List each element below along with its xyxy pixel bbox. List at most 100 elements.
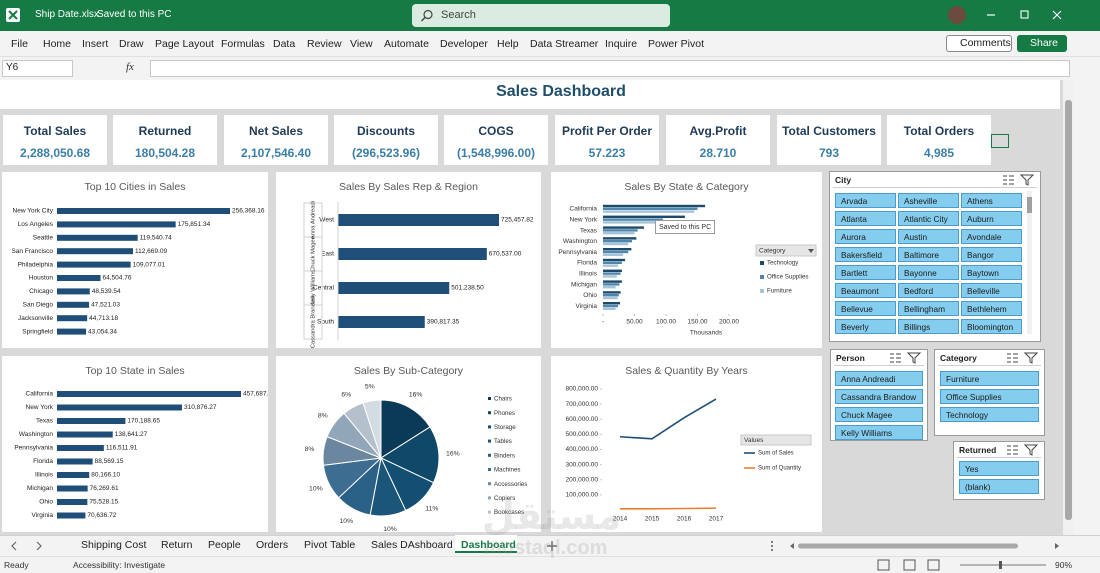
slicer-item[interactable]: Cassandra Brandow <box>835 389 923 404</box>
close[interactable] <box>1052 10 1062 20</box>
zoom-thumb[interactable] <box>999 561 1002 569</box>
slicer-item[interactable]: Baytown <box>961 265 1022 280</box>
slicer-item[interactable]: Technology <box>940 407 1039 422</box>
menu-tab[interactable]: Power Pivot <box>648 38 705 50</box>
search-box[interactable] <box>412 4 670 27</box>
name-box[interactable] <box>2 60 73 77</box>
plus[interactable] <box>547 541 557 551</box>
multi-select[interactable] <box>1007 353 1018 363</box>
menu-tab[interactable]: Automate <box>384 38 429 50</box>
clear-filter[interactable] <box>1023 444 1039 456</box>
menu-tab[interactable]: Formulas <box>221 38 265 50</box>
scroll-right[interactable] <box>1055 543 1059 549</box>
comments-button[interactable] <box>946 35 1012 52</box>
normal-view[interactable] <box>877 559 890 571</box>
name-box-value[interactable]: Y6 <box>6 62 19 73</box>
sheet-tab[interactable]: People <box>208 539 241 551</box>
page-break-view[interactable] <box>927 559 940 571</box>
sheet-tab[interactable]: Return <box>161 539 193 551</box>
slicer-item[interactable]: Asheville <box>898 193 959 208</box>
comments-label[interactable]: Comments <box>960 37 1011 49</box>
kpi-label: Avg.Profit <box>689 124 747 138</box>
y-tick-label: Florida <box>577 260 597 267</box>
slicer-item[interactable]: (blank) <box>959 479 1039 494</box>
slicer-item[interactable]: Auburn <box>961 211 1022 226</box>
scroll-thumb[interactable] <box>1065 100 1072 520</box>
menu-tab[interactable]: File <box>11 38 28 50</box>
slicer-item[interactable]: Beverly <box>835 319 896 334</box>
sheet-tab[interactable]: Sales DAshboard <box>371 539 453 551</box>
slicer-item[interactable]: Bellevue <box>835 301 896 316</box>
menu-tab[interactable]: Home <box>43 38 72 50</box>
sheet-tab[interactable]: Pivot Table <box>304 539 356 551</box>
slicer-item[interactable]: Yes <box>959 461 1039 476</box>
sheet-tab[interactable]: Dashboard <box>461 539 516 551</box>
menu-tab[interactable]: Developer <box>440 38 488 50</box>
sheet-tab[interactable]: Shipping Cost <box>81 539 147 551</box>
restore[interactable] <box>1020 10 1029 19</box>
slicer-scroll-thumb[interactable] <box>1027 197 1032 213</box>
share-label[interactable]: Share <box>1030 37 1059 49</box>
multi-select[interactable] <box>1003 175 1014 185</box>
slicer-item[interactable]: Aurora <box>835 229 896 244</box>
share-button[interactable] <box>1017 35 1067 52</box>
multi-select[interactable] <box>890 353 901 363</box>
slicer-item[interactable]: Baltimore <box>898 247 959 262</box>
ribbon-tabs <box>0 31 1100 55</box>
slicer-item[interactable]: Bartlett <box>835 265 896 280</box>
menu-tab[interactable]: Insert <box>82 38 109 50</box>
menu-tab[interactable]: Help <box>497 38 519 50</box>
slicer-item[interactable]: Bangor <box>961 247 1022 262</box>
slicer-item[interactable]: Billings <box>898 319 959 334</box>
multi-select[interactable] <box>1007 445 1018 455</box>
slicer-item[interactable]: Anna Andreadi <box>835 371 923 386</box>
clear-filter[interactable] <box>1023 352 1039 364</box>
prev-sheet[interactable] <box>11 541 17 551</box>
slicer-item[interactable]: Avondale <box>961 229 1022 244</box>
save-status[interactable]: Saved to this PC <box>97 9 172 20</box>
slicer-item[interactable]: Kelly Williams <box>835 425 923 440</box>
search-placeholder[interactable]: Search <box>441 9 476 21</box>
slicer-item[interactable]: Bellingham <box>898 301 959 316</box>
slicer-item[interactable]: Bakersfield <box>835 247 896 262</box>
slicer-item[interactable]: Arvada <box>835 193 896 208</box>
slicer-item[interactable]: Athens <box>961 193 1022 208</box>
slicer-item[interactable]: Bloomington <box>961 319 1022 334</box>
scroll-left[interactable] <box>790 543 794 549</box>
formula-input[interactable] <box>150 60 1070 77</box>
add-sheet[interactable] <box>545 539 559 553</box>
slicer-title: Category <box>940 353 977 363</box>
menu-tab[interactable]: Data <box>273 38 296 50</box>
slicer-item[interactable]: Bedford <box>898 283 959 298</box>
slicer-item[interactable]: Furniture <box>940 371 1039 386</box>
slicer-item[interactable]: Bayonne <box>898 265 959 280</box>
slicer-item[interactable]: Beaumont <box>835 283 896 298</box>
next-sheet[interactable] <box>36 541 42 551</box>
title-band <box>0 80 1060 109</box>
legend-dropdown[interactable] <box>808 249 814 253</box>
chart-title: Top 10 State in Sales <box>85 365 184 377</box>
page-layout-view[interactable] <box>903 559 916 571</box>
menu-tab[interactable]: Data Streamer <box>530 38 599 50</box>
menu-tab[interactable]: View <box>350 38 373 50</box>
clear-filter[interactable] <box>1019 174 1035 186</box>
scroll-thumb[interactable] <box>798 543 1018 549</box>
avatar[interactable] <box>948 6 966 24</box>
slicer-item[interactable]: Atlantic City <box>898 211 959 226</box>
slicer-item[interactable]: Chuck Magee <box>835 407 923 422</box>
y-tick-label: Texas <box>580 227 598 234</box>
clear-filter[interactable] <box>906 352 922 364</box>
menu-tab[interactable]: Inquire <box>605 38 638 50</box>
fx-label[interactable]: fx <box>126 61 134 73</box>
menu-tab[interactable]: Draw <box>119 38 144 50</box>
sheet-tab[interactable]: Orders <box>256 539 289 551</box>
slicer-item[interactable]: Bethlehem <box>961 301 1022 316</box>
slicer-item[interactable]: Austin <box>898 229 959 244</box>
menu-tab[interactable]: Review <box>307 38 342 50</box>
accessibility-status[interactable]: Accessibility: Investigate <box>73 560 166 570</box>
slicer-item[interactable]: Office Supplies <box>940 389 1039 404</box>
legend-label: Copiers <box>494 495 515 502</box>
slicer-item[interactable]: Belleville <box>961 283 1022 298</box>
menu-tab[interactable]: Page Layout <box>155 38 214 50</box>
slicer-item[interactable]: Atlanta <box>835 211 896 226</box>
